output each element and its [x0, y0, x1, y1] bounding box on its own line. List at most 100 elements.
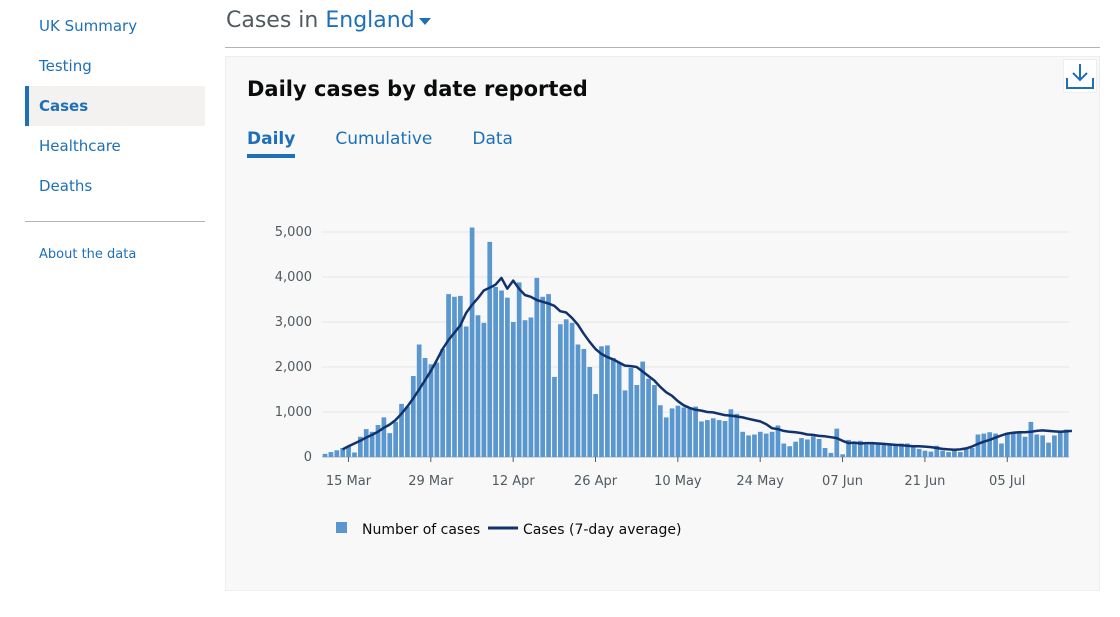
bar: [757, 431, 763, 457]
x-tick-label: 07 Jun: [822, 474, 863, 489]
bar: [328, 452, 334, 457]
bar: [716, 420, 722, 457]
bar: [381, 417, 387, 457]
page-title: Cases in England: [226, 8, 431, 33]
chart-tabs: Daily Cumulative Data: [247, 129, 553, 158]
bar: [963, 448, 969, 457]
bar: [422, 358, 428, 457]
sidebar-item-testing[interactable]: Testing: [39, 57, 92, 75]
x-tick-label: 05 Jul: [989, 474, 1025, 489]
bar: [469, 227, 475, 457]
bar: [440, 349, 446, 457]
tab-data[interactable]: Data: [472, 129, 513, 149]
sidebar-divider: [25, 221, 205, 222]
bar: [946, 452, 951, 457]
bar: [646, 378, 651, 457]
bar: [599, 346, 604, 457]
bar: [1040, 435, 1046, 457]
y-tick-label: 0: [304, 450, 312, 465]
x-tick-label: 10 May: [654, 474, 702, 489]
x-tick-label: 15 Mar: [326, 474, 372, 489]
bar: [910, 446, 916, 457]
about-the-data-link[interactable]: About the data: [39, 247, 137, 262]
bar: [557, 324, 563, 457]
bar: [940, 450, 946, 457]
bar: [346, 446, 351, 457]
tab-cumulative[interactable]: Cumulative: [335, 129, 433, 149]
bar: [1028, 421, 1034, 457]
bar: [369, 431, 375, 457]
bar: [563, 319, 569, 457]
bar: [552, 376, 557, 457]
bar: [522, 320, 528, 457]
bar: [852, 441, 857, 457]
bar: [728, 409, 734, 457]
bar: [981, 433, 987, 457]
bar: [763, 433, 769, 457]
y-tick-label: 1,000: [275, 405, 312, 420]
bar: [1046, 442, 1051, 457]
bar: [463, 326, 469, 457]
chart-legend: Number of cases Cases (7-day average): [336, 522, 681, 538]
sidebar-item-deaths[interactable]: Deaths: [39, 177, 93, 195]
area-dropdown[interactable]: England: [325, 8, 431, 33]
bar: [510, 322, 516, 457]
bar: [663, 417, 669, 457]
legend-bar-swatch: [336, 522, 347, 533]
bar: [975, 434, 981, 457]
bar: [534, 277, 540, 457]
bar: [493, 286, 498, 457]
sidebar-item-healthcare[interactable]: Healthcare: [39, 137, 121, 155]
bar: [816, 439, 822, 457]
bar: [546, 294, 551, 457]
bar: [793, 441, 798, 457]
bar: [457, 295, 463, 457]
bar: [1063, 429, 1069, 457]
bar: [734, 413, 740, 457]
bar: [699, 421, 704, 457]
bar: [640, 361, 646, 457]
bar: [722, 421, 728, 457]
bar: [499, 290, 504, 457]
bar: [705, 420, 710, 457]
sidebar-nav: UK Summary Testing Cases Healthcare Deat…: [25, 6, 205, 262]
bar: [357, 436, 363, 457]
bar: [863, 444, 869, 457]
chart-bars: [322, 227, 1069, 457]
bar: [405, 406, 410, 457]
bar: [581, 349, 587, 457]
bar: [540, 296, 546, 457]
cases-card: Daily cases by date reported Daily Cumul…: [225, 56, 1100, 591]
page-header: Cases in England: [225, 0, 1100, 48]
bar: [1034, 434, 1040, 457]
bar: [810, 436, 816, 457]
x-tick-label: 21 Jun: [904, 474, 945, 489]
bar: [993, 433, 998, 457]
bar: [575, 344, 581, 457]
bar: [393, 421, 398, 457]
bar: [669, 408, 675, 457]
bar: [710, 418, 716, 457]
y-tick-label: 4,000: [275, 270, 312, 285]
bar: [934, 445, 940, 457]
bar: [675, 405, 681, 457]
bar: [428, 364, 434, 457]
bar: [869, 443, 875, 457]
series-line-7-day-average: [342, 276, 1073, 452]
sidebar-item-uk-summary[interactable]: UK Summary: [39, 17, 138, 35]
bar: [805, 439, 810, 457]
bar: [446, 294, 451, 457]
bar: [846, 439, 851, 457]
bar: [605, 345, 610, 457]
bar: [1057, 430, 1063, 457]
bar: [387, 433, 393, 457]
tab-daily[interactable]: Daily: [247, 129, 296, 158]
caret-down-icon: [418, 17, 431, 25]
bar: [875, 444, 881, 457]
sidebar-item-cases[interactable]: Cases: [25, 86, 205, 126]
bar: [922, 450, 928, 457]
bar: [616, 362, 622, 457]
bar: [916, 448, 922, 457]
bar: [416, 344, 422, 457]
download-button[interactable]: [1063, 59, 1097, 93]
